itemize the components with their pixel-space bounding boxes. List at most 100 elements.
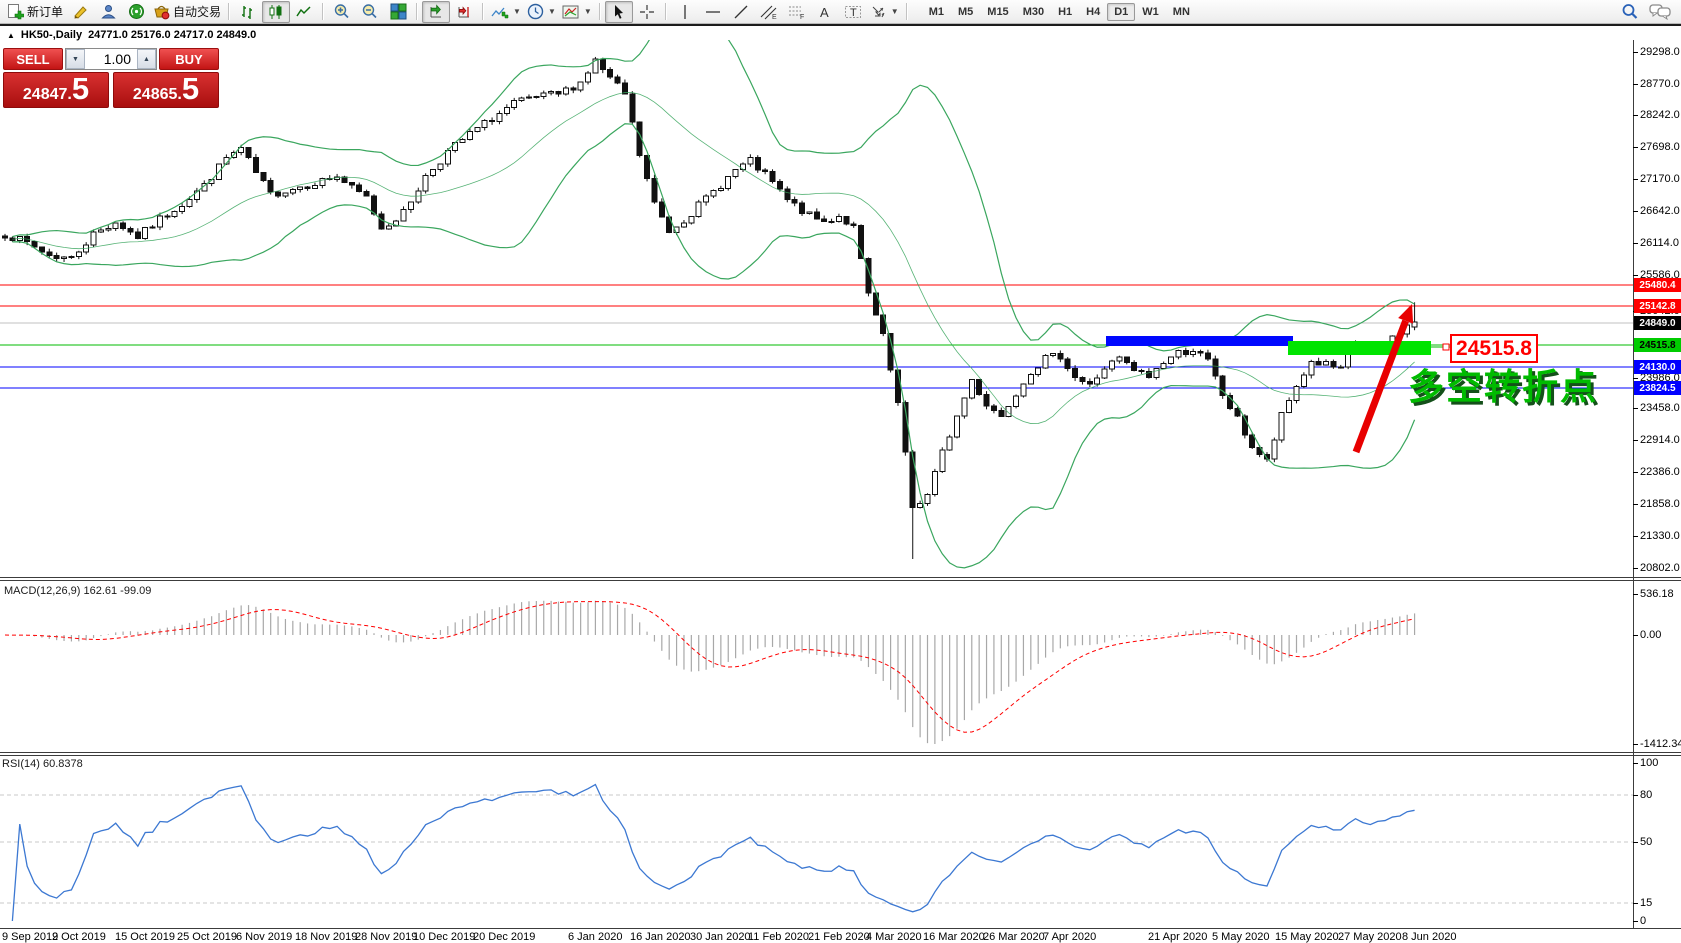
line-chart-button[interactable] xyxy=(290,1,318,23)
tf-button-M15[interactable]: M15 xyxy=(987,5,1009,18)
pane-separator[interactable] xyxy=(0,577,1681,578)
cursor-button[interactable] xyxy=(604,0,633,23)
zoom-in-icon xyxy=(334,4,349,19)
arrows-button[interactable]: ▼ xyxy=(867,1,902,23)
price-tick: 20802.0 xyxy=(1640,562,1680,574)
turning-point-annotation: 多空转折点 xyxy=(1408,366,1599,407)
profile-button[interactable] xyxy=(94,1,122,23)
date-label: 26 Mar 2020 xyxy=(983,931,1045,943)
pane-separator[interactable] xyxy=(0,580,1681,581)
window-divider xyxy=(0,24,1681,26)
pane-separator[interactable] xyxy=(0,755,1681,756)
sell-price-display[interactable]: 24847. 5 xyxy=(3,72,109,108)
date-label: 5 May 2020 xyxy=(1212,931,1270,943)
zoom-out-icon xyxy=(362,4,377,19)
date-label: 2 Oct 2019 xyxy=(52,931,106,943)
chart-window[interactable]: ▲ HK50-,Daily 24771.0 25176.0 24717.0 24… xyxy=(0,26,1681,943)
periods-button[interactable]: ▼ xyxy=(524,1,559,23)
auto-trading-label: 自动交易 xyxy=(173,5,222,19)
date-label: 8 Jun 2020 xyxy=(1402,931,1457,943)
toolbar-separator xyxy=(416,3,419,20)
tf-button-W1[interactable]: W1 xyxy=(1142,5,1159,18)
horizontal-line-icon xyxy=(705,10,720,13)
bar-chart-button[interactable] xyxy=(234,1,262,23)
tf-button-MN[interactable]: MN xyxy=(1172,5,1190,18)
new-order-button[interactable]: 新订单 xyxy=(4,1,66,23)
price-tick: 22914.0 xyxy=(1640,434,1680,446)
tf-button-M5[interactable]: M5 xyxy=(958,5,974,18)
timeframe-group: M1 M5 M15 M30 H1 H4 D1 W1 MN xyxy=(922,2,1197,21)
tile-windows-button[interactable] xyxy=(384,1,412,23)
signals-button[interactable] xyxy=(122,1,150,23)
toolbar-right-group xyxy=(1621,3,1671,21)
buy-price-main: 24865. xyxy=(132,85,182,103)
auto-trading-button[interactable]: 自动交易 xyxy=(150,1,224,23)
price-tick-mark xyxy=(1633,243,1638,244)
toolbar-separator xyxy=(482,3,485,20)
fibonacci-button[interactable]: F xyxy=(783,1,811,23)
price-tick-mark xyxy=(1633,408,1638,409)
text-button[interactable]: A xyxy=(811,1,839,23)
zoom-in-button[interactable] xyxy=(328,1,356,23)
search-icon[interactable] xyxy=(1621,3,1639,21)
metaeditor-button[interactable] xyxy=(66,1,94,23)
rsi-tick-mark xyxy=(1633,903,1638,904)
trendline-icon xyxy=(734,5,748,18)
buy-price-display[interactable]: 24865. 5 xyxy=(113,72,219,108)
date-label: 11 Feb 2020 xyxy=(748,931,809,943)
date-label: 21 Apr 2020 xyxy=(1148,931,1208,943)
tf-button-D1[interactable]: D1 xyxy=(1107,2,1136,21)
support-price-flag[interactable]: 24515.8 xyxy=(1450,334,1538,363)
volume-increase-button[interactable]: ▲ xyxy=(137,49,156,69)
sell-button[interactable]: SELL xyxy=(3,48,63,70)
text-label-button[interactable]: T xyxy=(839,1,867,23)
crosshair-button[interactable] xyxy=(633,1,661,23)
zoom-out-button[interactable] xyxy=(356,1,384,23)
price-tick-mark xyxy=(1633,568,1638,569)
auto-scroll-icon xyxy=(430,3,442,17)
symbol-tree-icon[interactable]: ▲ xyxy=(7,30,15,40)
channel-button[interactable]: E xyxy=(755,1,783,23)
indicators-button[interactable]: ▼ xyxy=(488,1,524,23)
rsi-tick-mark xyxy=(1633,795,1638,796)
date-label: 15 May 2020 xyxy=(1275,931,1339,943)
macd-tick-mark xyxy=(1633,744,1638,745)
date-label: 30 Jan 2020 xyxy=(690,931,751,943)
horizontal-line-button[interactable] xyxy=(699,1,727,23)
price-tick-mark xyxy=(1633,504,1638,505)
price-chart-canvas[interactable] xyxy=(0,26,1681,943)
buy-button[interactable]: BUY xyxy=(159,48,219,70)
price-tick-mark xyxy=(1633,52,1638,53)
signal-icon xyxy=(128,4,144,19)
svg-text:E: E xyxy=(772,14,777,20)
chevron-down-icon: ▼ xyxy=(583,7,592,16)
tf-button-M1[interactable]: M1 xyxy=(928,5,944,18)
price-tick-mark xyxy=(1633,211,1638,212)
tf-button-H1[interactable]: H1 xyxy=(1058,5,1073,18)
new-order-icon xyxy=(8,4,24,20)
date-label: 20 Dec 2019 xyxy=(473,931,536,943)
rsi-tick-mark xyxy=(1633,921,1638,922)
vertical-line-button[interactable] xyxy=(671,1,699,23)
candlestick-button[interactable] xyxy=(262,0,291,23)
rsi-tick: 100 xyxy=(1640,757,1659,769)
pane-separator[interactable] xyxy=(0,752,1681,753)
auto-scroll-button[interactable] xyxy=(422,0,451,23)
new-order-label: 新订单 xyxy=(27,5,64,19)
date-label: 7 Apr 2020 xyxy=(1043,931,1097,943)
trendline-button[interactable] xyxy=(727,1,755,23)
chat-icon[interactable] xyxy=(1649,3,1671,20)
chart-shift-button[interactable] xyxy=(450,1,478,23)
tf-button-M30[interactable]: M30 xyxy=(1022,5,1045,18)
volume-input[interactable]: 1.00 xyxy=(103,51,131,67)
rsi-tick: 50 xyxy=(1640,836,1653,848)
price-tick-mark xyxy=(1633,179,1638,180)
toolbar-separator xyxy=(598,3,601,20)
tf-button-H4[interactable]: H4 xyxy=(1086,5,1101,18)
volume-decrease-button[interactable]: ▼ xyxy=(66,49,85,69)
sell-price-main: 24847. xyxy=(22,85,72,103)
chart-shift-icon xyxy=(458,5,470,17)
text-icon: A xyxy=(820,5,829,20)
editor-icon xyxy=(73,6,87,19)
templates-button[interactable]: ▼ xyxy=(559,1,595,23)
